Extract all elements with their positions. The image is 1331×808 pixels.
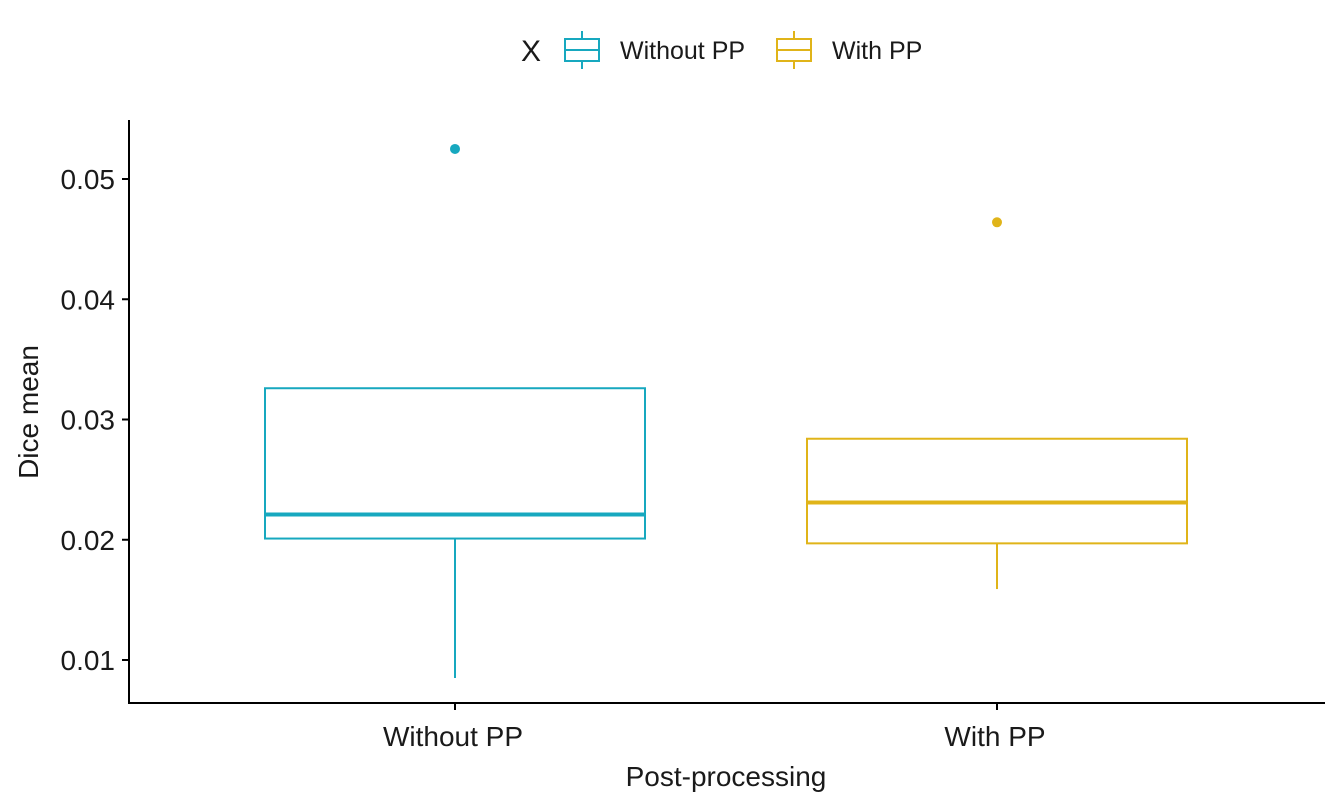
legend-title: X (521, 35, 541, 68)
y-tick-label: 0.04 (61, 284, 116, 315)
x-tick-label: Without PP (383, 721, 523, 752)
legend-item: Without PP (564, 31, 745, 69)
box-iqr (806, 437, 1188, 545)
legend-entries: Without PP With PP (564, 31, 922, 69)
y-tick-label: 0.02 (61, 525, 116, 556)
x-tick-label: With PP (944, 721, 1045, 752)
y-axis-ticks: 0.01 0.02 0.03 0.04 0.05 (61, 164, 129, 676)
plot-area (264, 143, 1188, 679)
legend: X Without PP With PP (521, 31, 922, 69)
box-group (264, 143, 646, 679)
legend-key-icon (564, 31, 600, 69)
y-axis-title: Dice mean (13, 345, 44, 479)
legend-label: Without PP (620, 37, 745, 65)
legend-label: With PP (832, 37, 922, 65)
y-tick-label: 0.05 (61, 164, 116, 195)
outlier-point (992, 217, 1002, 228)
x-axis-title: Post-processing (626, 761, 827, 792)
y-tick-label: 0.03 (61, 405, 116, 436)
x-axis-ticks: Without PP With PP (383, 703, 1046, 752)
legend-item: With PP (776, 31, 922, 69)
legend-key-icon (776, 31, 812, 69)
y-tick-label: 0.01 (61, 645, 116, 676)
box-group (806, 217, 1188, 590)
outlier-point (450, 143, 460, 154)
